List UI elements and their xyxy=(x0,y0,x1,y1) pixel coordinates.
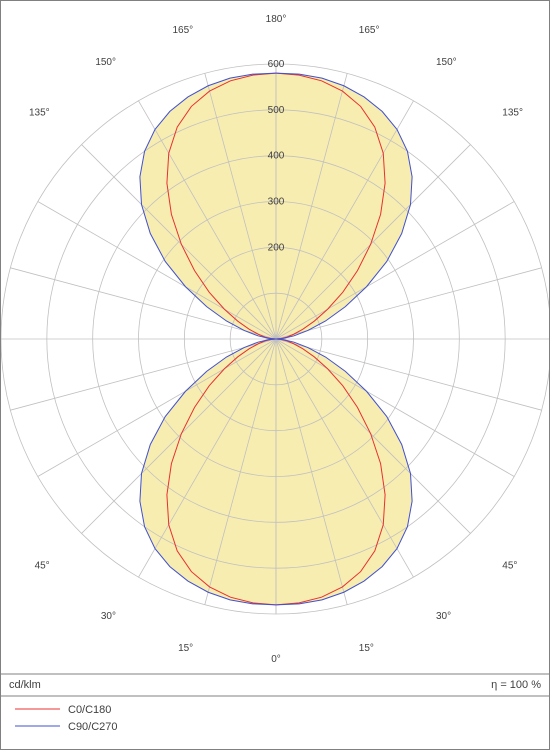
angle-label-left: 135° xyxy=(29,108,50,119)
angle-label-right: 135° xyxy=(502,108,523,119)
radial-tick-label: 400 xyxy=(268,151,285,162)
angle-label-right: 30° xyxy=(436,611,451,622)
angle-label-right: 150° xyxy=(436,57,457,68)
radial-tick-label: 300 xyxy=(268,197,285,208)
radial-tick-label: 500 xyxy=(268,105,285,116)
angle-label-left: 150° xyxy=(95,57,116,68)
legend-label: C90/C270 xyxy=(68,721,118,733)
footer-right-label: η = 100 % xyxy=(491,679,541,691)
angle-label-right: 180° xyxy=(266,14,287,25)
polar-chart-svg: 2003004005006000°15°15°30°30°45°45°60°60… xyxy=(1,1,549,749)
angle-label-left: 45° xyxy=(35,560,50,571)
footer-left-label: cd/klm xyxy=(9,679,41,691)
legend-label: C0/C180 xyxy=(68,704,111,716)
angle-label-right: 165° xyxy=(359,25,380,36)
polar-chart: 2003004005006000°15°15°30°30°45°45°60°60… xyxy=(0,0,550,750)
angle-label-right: 0° xyxy=(271,654,281,665)
angle-label-left: 30° xyxy=(101,611,116,622)
radial-tick-label: 200 xyxy=(268,242,285,253)
angle-label-left: 165° xyxy=(173,25,194,36)
angle-label-right: 15° xyxy=(359,643,374,654)
angle-label-left: 15° xyxy=(178,643,193,654)
angle-label-right: 45° xyxy=(502,560,517,571)
radial-tick-label: 600 xyxy=(268,59,285,70)
